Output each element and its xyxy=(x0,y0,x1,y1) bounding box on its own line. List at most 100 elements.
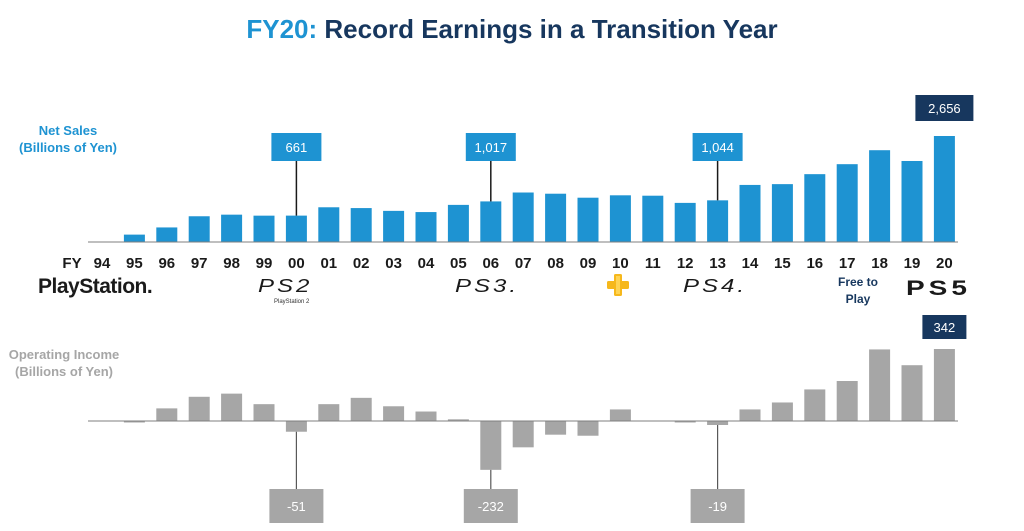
operating-income-bar-10 xyxy=(609,409,631,421)
year-tick-label: 97 xyxy=(191,255,208,272)
operating-income-label-line1: Operating Income xyxy=(8,347,120,362)
net-sales-callout-box xyxy=(692,133,743,161)
operating-income-bar-01 xyxy=(318,404,340,421)
operating-income-bar-18 xyxy=(869,349,891,421)
operating-income-bar-04 xyxy=(415,411,437,421)
free-to-play-line2: Play xyxy=(845,292,871,306)
operating-income-bar-97 xyxy=(188,396,210,421)
net-sales-bar-01 xyxy=(318,207,340,242)
net-sales-bar-19 xyxy=(901,160,923,242)
year-tick-label: 17 xyxy=(839,255,856,272)
net-sales-label-line1: Net Sales xyxy=(38,123,98,138)
net-sales-bar-11 xyxy=(642,195,664,242)
operating-income-bar-98 xyxy=(221,393,243,421)
net-sales-bar-05 xyxy=(447,204,469,242)
ps2-logo: PS2 xyxy=(258,276,313,297)
operating-income-bar-14 xyxy=(739,409,761,421)
operating-income-bar-95 xyxy=(123,421,145,423)
net-sales-bar-18 xyxy=(869,150,891,242)
net-sales-label-line2: (Billions of Yen) xyxy=(19,140,117,155)
ps4-logo: PS4. xyxy=(683,276,748,297)
net-sales-bar-06 xyxy=(480,201,502,242)
year-tick-label: 01 xyxy=(320,255,337,272)
year-tick-label: 00 xyxy=(288,255,305,272)
net-sales-bar-04 xyxy=(415,212,437,242)
operating-income-callout-label: -19 xyxy=(708,499,727,514)
year-tick-label: 06 xyxy=(482,255,499,272)
net-sales-bar-08 xyxy=(545,193,567,242)
playstation-plus-icon xyxy=(607,274,629,296)
ps5-logo: PS5 xyxy=(906,276,971,300)
net-sales-callout-box xyxy=(271,133,322,161)
year-tick-label: 13 xyxy=(709,255,726,272)
net-sales-bar-10 xyxy=(609,195,631,242)
operating-income-bar-12 xyxy=(674,421,696,423)
title-text: Record Earnings in a Transition Year xyxy=(324,14,778,44)
net-sales-bar-20 xyxy=(933,136,955,242)
net-sales-callout-label: 1,017 xyxy=(475,140,508,155)
operating-income-bar-99 xyxy=(253,404,275,421)
operating-income-bar-96 xyxy=(156,408,178,421)
net-sales-callout-box xyxy=(465,133,516,161)
net-sales-bar-99 xyxy=(253,215,275,242)
operating-income-callout-box xyxy=(922,315,967,339)
operating-income-bar-13 xyxy=(707,421,729,425)
operating-income-bar-06 xyxy=(480,421,502,470)
year-tick-label: 20 xyxy=(936,255,953,272)
net-sales-callout-label: 661 xyxy=(286,140,308,155)
free-to-play-line1: Free to xyxy=(837,275,878,289)
operating-income-bar-08 xyxy=(545,421,567,435)
net-sales-bar-15 xyxy=(771,184,793,242)
net-sales-bar-17 xyxy=(836,164,858,242)
year-tick-label: 11 xyxy=(645,255,661,272)
operating-income-bar-17 xyxy=(836,381,858,421)
net-sales-bar-02 xyxy=(350,208,372,242)
operating-income-bar-15 xyxy=(771,402,793,421)
operating-income-label-line2: (Billions of Yen) xyxy=(15,364,113,379)
operating-income-callout-box xyxy=(269,489,324,523)
year-tick-label: 99 xyxy=(256,255,273,272)
operating-income-bar-02 xyxy=(350,397,372,421)
fy-axis-prefix: FY xyxy=(62,255,81,272)
year-tick-label: 12 xyxy=(677,255,694,272)
title-fiscal-year: FY20: xyxy=(246,14,318,44)
net-sales-bar-13 xyxy=(707,200,729,242)
net-sales-bar-00 xyxy=(285,215,307,242)
year-tick-label: 96 xyxy=(158,255,175,272)
ps3-logo: PS3. xyxy=(455,276,520,297)
operating-income-callout-label: 342 xyxy=(934,320,956,335)
year-tick-label: 19 xyxy=(904,255,921,272)
net-sales-callout-label: 2,656 xyxy=(928,101,961,116)
operating-income-bar-09 xyxy=(577,421,599,436)
net-sales-bar-07 xyxy=(512,192,534,242)
net-sales-bar-16 xyxy=(804,174,826,242)
net-sales-bar-03 xyxy=(383,210,405,242)
operating-income-bar-07 xyxy=(512,421,534,448)
year-tick-label: 94 xyxy=(94,255,111,272)
net-sales-label: Net Sales (Billions of Yen) xyxy=(4,122,132,156)
year-tick-label: 98 xyxy=(223,255,240,272)
playstation-logo: PlayStation. xyxy=(38,275,153,298)
year-tick-label: 16 xyxy=(806,255,823,272)
operating-income-bar-00 xyxy=(285,421,307,432)
net-sales-bar-09 xyxy=(577,197,599,242)
net-sales-bar-96 xyxy=(156,227,178,242)
ps2-logo-subtitle: PlayStation 2 xyxy=(274,299,310,305)
net-sales-callout-box xyxy=(915,95,974,121)
net-sales-bar-95 xyxy=(123,234,145,242)
free-to-play-label: Free to Play xyxy=(826,274,890,308)
net-sales-callout-label: 1,044 xyxy=(701,140,734,155)
page-title: FY20: Record Earnings in a Transition Ye… xyxy=(0,14,1024,45)
operating-income-bar-05 xyxy=(447,419,469,421)
operating-income-callout-label: -51 xyxy=(287,499,306,514)
year-tick-label: 15 xyxy=(774,255,791,272)
year-tick-label: 03 xyxy=(385,255,402,272)
year-tick-label: 07 xyxy=(515,255,532,272)
operating-income-callout-box xyxy=(463,489,518,523)
year-tick-label: 05 xyxy=(450,255,467,272)
net-sales-bar-98 xyxy=(221,214,243,242)
operating-income-bar-20 xyxy=(933,349,955,421)
year-tick-label: 95 xyxy=(126,255,143,272)
operating-income-bar-19 xyxy=(901,365,923,421)
